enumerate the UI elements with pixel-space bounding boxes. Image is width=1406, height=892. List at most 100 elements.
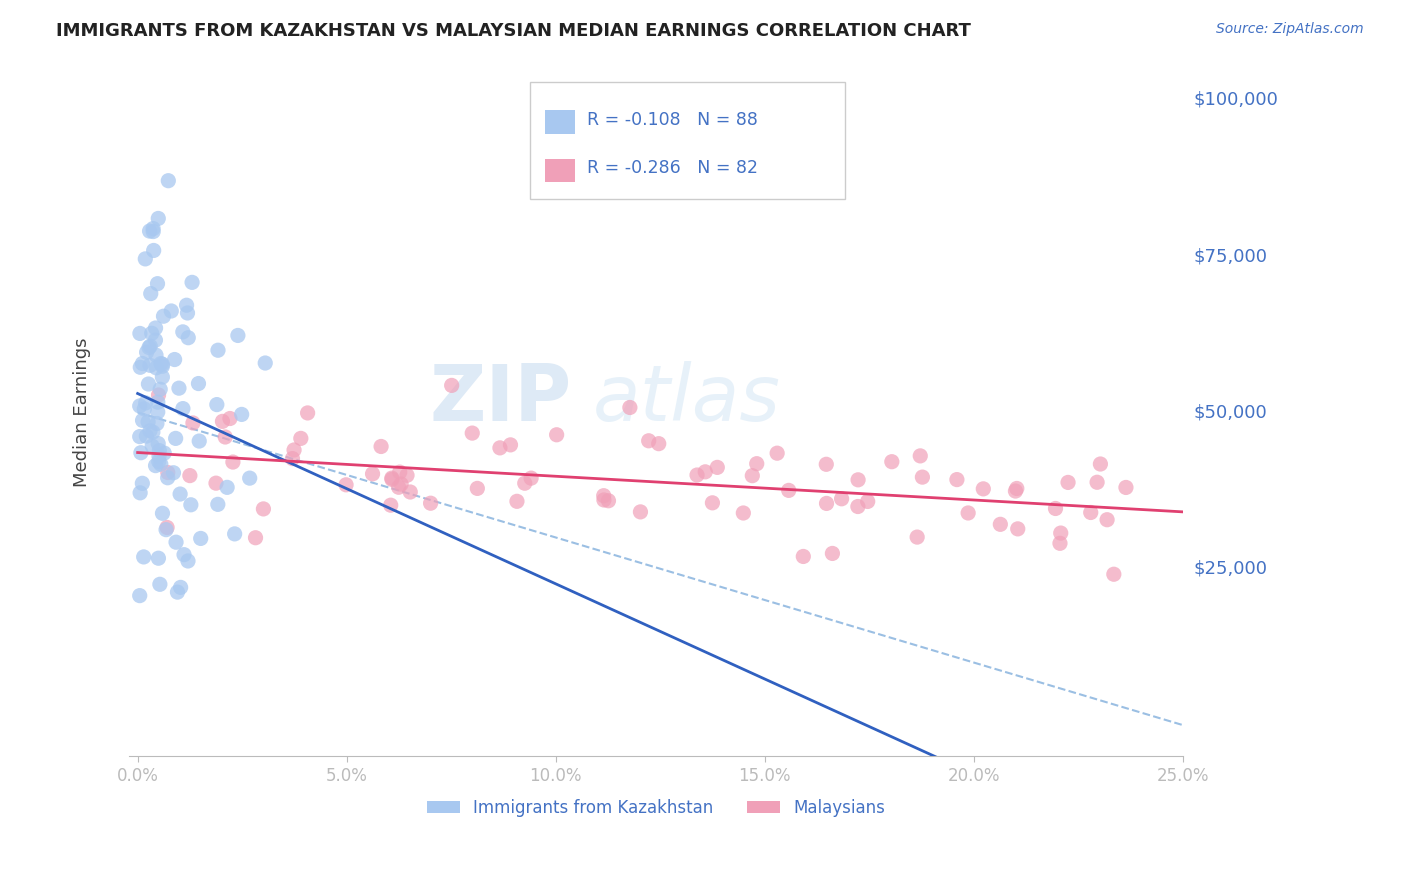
Text: IMMIGRANTS FROM KAZAKHSTAN VS MALAYSIAN MEDIAN EARNINGS CORRELATION CHART: IMMIGRANTS FROM KAZAKHSTAN VS MALAYSIAN …	[56, 22, 972, 40]
Point	[172, 401, 194, 416]
Point	[388, 465, 411, 479]
Point	[706, 460, 728, 475]
Point	[128, 399, 150, 413]
Point	[135, 396, 157, 410]
Point	[157, 174, 180, 188]
Point	[139, 339, 162, 353]
Text: $25,000: $25,000	[1194, 559, 1268, 578]
Point	[957, 506, 980, 520]
Point	[134, 401, 156, 416]
Point	[419, 496, 441, 510]
Point	[167, 381, 190, 395]
Point	[150, 357, 173, 371]
Point	[380, 498, 402, 512]
Point	[156, 471, 179, 485]
Point	[148, 211, 170, 226]
Point	[1004, 483, 1026, 498]
Point	[499, 438, 522, 452]
Point	[370, 440, 392, 454]
Point	[222, 455, 245, 469]
Point	[149, 357, 172, 371]
Point	[148, 551, 170, 566]
Point	[546, 427, 568, 442]
Point	[169, 487, 191, 501]
Point	[988, 517, 1011, 532]
Point	[149, 577, 172, 591]
Text: Median Earnings: Median Earnings	[73, 338, 91, 487]
Point	[142, 221, 165, 235]
Point	[146, 405, 169, 419]
Point	[128, 429, 150, 443]
Point	[152, 310, 174, 324]
Point	[846, 500, 869, 514]
Point	[145, 348, 167, 362]
Text: $100,000: $100,000	[1194, 91, 1278, 109]
Point	[142, 225, 165, 239]
Point	[648, 436, 671, 450]
Point	[381, 471, 404, 485]
Point	[148, 388, 170, 402]
Point	[1080, 506, 1102, 520]
Point	[152, 506, 174, 520]
Point	[207, 497, 229, 511]
Point	[139, 424, 162, 438]
Point	[163, 352, 186, 367]
Point	[513, 476, 536, 491]
Point	[132, 549, 155, 564]
Point	[165, 535, 187, 549]
Point	[176, 298, 198, 312]
Point	[188, 434, 211, 448]
Point	[395, 468, 418, 483]
Point	[145, 333, 167, 347]
Point	[152, 359, 174, 374]
Point	[821, 546, 844, 560]
Point	[172, 325, 194, 339]
Point	[173, 548, 195, 562]
Point	[139, 359, 162, 373]
Point	[399, 485, 422, 500]
Point	[381, 472, 404, 486]
Point	[695, 465, 717, 479]
Point	[911, 470, 934, 484]
Point	[297, 406, 319, 420]
Text: $75,000: $75,000	[1194, 247, 1268, 265]
Text: Source: ZipAtlas.com: Source: ZipAtlas.com	[1216, 22, 1364, 37]
Point	[224, 527, 246, 541]
Point	[162, 466, 184, 480]
Point	[281, 451, 304, 466]
Point	[214, 430, 236, 444]
Point	[187, 376, 209, 391]
Point	[778, 483, 800, 498]
Text: ZIP: ZIP	[429, 360, 572, 437]
Point	[231, 408, 253, 422]
Point	[283, 442, 305, 457]
Point	[190, 532, 212, 546]
Point	[1005, 482, 1028, 496]
Point	[1090, 457, 1112, 471]
Point	[149, 457, 172, 471]
Point	[129, 486, 152, 500]
Point	[733, 506, 755, 520]
Legend: Immigrants from Kazakhstan, Malaysians: Immigrants from Kazakhstan, Malaysians	[420, 792, 891, 823]
Point	[766, 446, 789, 460]
Point	[686, 468, 709, 483]
Point	[134, 252, 156, 266]
Point	[135, 345, 157, 359]
Point	[217, 480, 239, 494]
Point	[181, 276, 204, 290]
Point	[461, 426, 484, 441]
Point	[598, 493, 620, 508]
Point	[179, 468, 201, 483]
Point	[141, 326, 163, 341]
Point	[905, 530, 928, 544]
FancyBboxPatch shape	[530, 82, 845, 199]
Point	[207, 343, 229, 358]
Point	[592, 489, 614, 503]
Point	[1049, 536, 1071, 550]
Point	[239, 471, 262, 485]
Point	[180, 498, 202, 512]
Point	[741, 468, 763, 483]
Point	[245, 531, 267, 545]
Point	[177, 554, 200, 568]
Point	[1085, 475, 1108, 490]
